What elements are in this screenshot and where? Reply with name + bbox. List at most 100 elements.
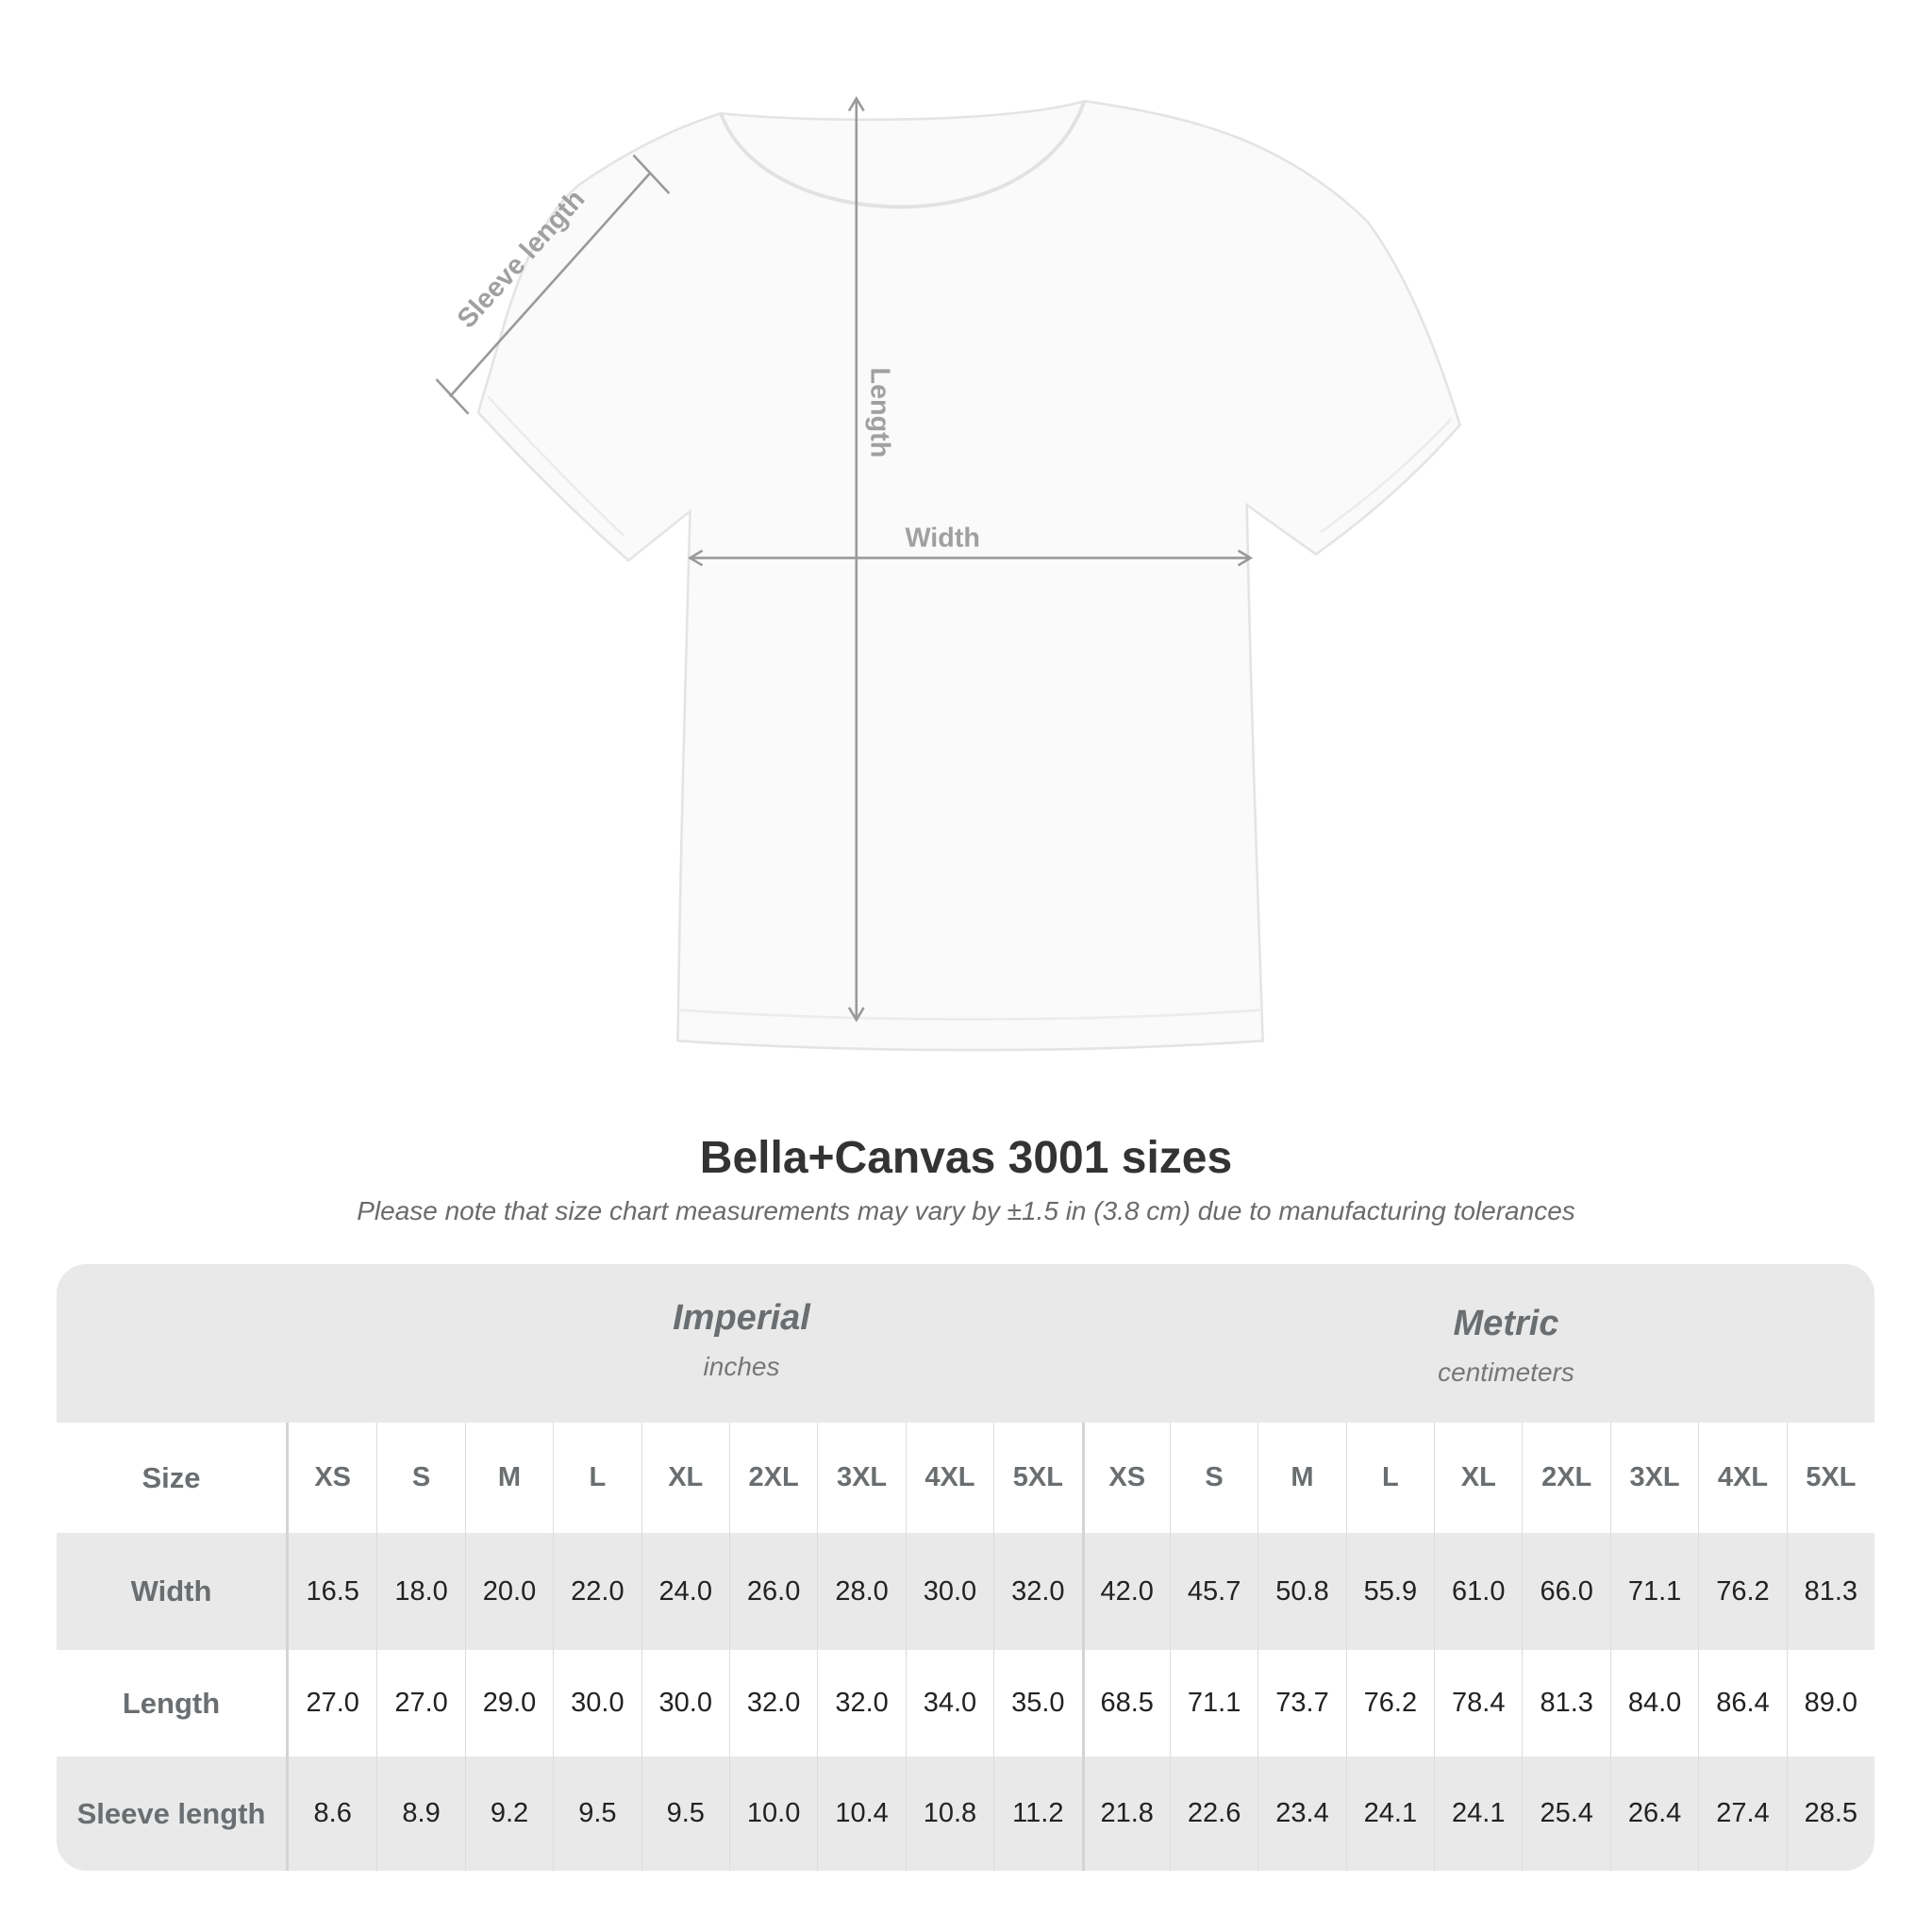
imperial-value-cell: 16.5 bbox=[306, 1575, 359, 1607]
metric-value-cell: 23.4 bbox=[1257, 1757, 1345, 1871]
metric-header: Metric centimeters bbox=[1138, 1304, 1874, 1388]
metric-value-cell: 45.7 bbox=[1169, 1533, 1257, 1650]
metric-value-cell: 55.9 bbox=[1345, 1533, 1434, 1650]
imperial-value-cell: 8.9 bbox=[376, 1757, 464, 1871]
imperial-value-cell: 26.0 bbox=[728, 1533, 817, 1650]
metric-value-cell: 76.2 bbox=[1698, 1533, 1786, 1650]
metric-value-cell: 76.2 bbox=[1345, 1650, 1434, 1757]
imperial-size-header: M bbox=[464, 1423, 553, 1533]
tshirt-diagram: Sleeve length Length Width bbox=[435, 95, 1462, 1052]
metric-value-cell: 24.1 bbox=[1434, 1757, 1522, 1871]
table-row: Sleeve length 8.6 8.9 9.2 9.5 9.5 10.0 10.4 10.8… bbox=[57, 1757, 1874, 1871]
imperial-size-header: 5XL bbox=[993, 1423, 1081, 1533]
metric-value-cell: 68.5 bbox=[1081, 1650, 1170, 1757]
table-row: Width 16.5 18.0 20.0 22.0 24.0 26.0 28.0 30.0 32.… bbox=[57, 1533, 1874, 1650]
sleeve-tick-low bbox=[435, 378, 470, 415]
imperial-value-cell: 10.4 bbox=[817, 1757, 905, 1871]
collar bbox=[719, 100, 1087, 209]
metric-value-cell: 81.3 bbox=[1786, 1533, 1874, 1650]
page-title: Bella+Canvas 3001 sizes bbox=[699, 1133, 1233, 1183]
sleeve-tick-high bbox=[632, 154, 671, 194]
metric-size-header: XS bbox=[1081, 1423, 1170, 1533]
sleeve-hem-left bbox=[487, 395, 625, 537]
row-label: Size bbox=[57, 1423, 289, 1533]
table-row: Length 27.0 27.0 29.0 30.0 30.0 32.0 32.0 34.0 35… bbox=[57, 1650, 1874, 1757]
metric-value-cell: 71.1 bbox=[1609, 1533, 1698, 1650]
size-table: Imperial inches Metric centimeters Size X… bbox=[57, 1264, 1874, 1871]
metric-value-cell: 73.7 bbox=[1257, 1650, 1345, 1757]
imperial-value-cell: 35.0 bbox=[993, 1650, 1081, 1757]
metric-size-header: M bbox=[1257, 1423, 1345, 1533]
imperial-value-cell: 9.2 bbox=[464, 1757, 553, 1871]
sleeve-hem-right bbox=[1320, 418, 1453, 534]
metric-value-cell: 66.0 bbox=[1522, 1533, 1609, 1650]
row-label: Length bbox=[57, 1650, 289, 1757]
metric-size-header: 2XL bbox=[1522, 1423, 1609, 1533]
imperial-value-cell: 9.5 bbox=[641, 1757, 729, 1871]
width-label: Width bbox=[905, 524, 979, 554]
length-arrowhead-top bbox=[847, 95, 865, 112]
imperial-value-cell: 29.0 bbox=[464, 1650, 553, 1757]
row-label: Sleeve length bbox=[57, 1757, 289, 1871]
length-arrowhead-bottom bbox=[847, 1007, 865, 1023]
metric-title: Metric bbox=[1453, 1304, 1559, 1343]
metric-value-cell: 28.5 bbox=[1786, 1757, 1874, 1871]
imperial-value-cell: 27.0 bbox=[376, 1650, 464, 1757]
imperial-size-header: S bbox=[376, 1423, 464, 1533]
imperial-value-cell: 11.2 bbox=[993, 1757, 1081, 1871]
imperial-size-header: 4XL bbox=[905, 1423, 993, 1533]
metric-value-cell: 86.4 bbox=[1698, 1650, 1786, 1757]
tshirt-shape bbox=[476, 99, 1462, 1052]
metric-size-header: L bbox=[1345, 1423, 1434, 1533]
metric-value-cell: 61.0 bbox=[1434, 1533, 1522, 1650]
metric-size-header: XL bbox=[1434, 1423, 1522, 1533]
bottom-hem bbox=[679, 1008, 1262, 1021]
imperial-value-cell: 32.0 bbox=[817, 1650, 905, 1757]
metric-value-cell: 26.4 bbox=[1609, 1757, 1698, 1871]
imperial-size-header: 2XL bbox=[728, 1423, 817, 1533]
imperial-value-cell: 8.6 bbox=[313, 1798, 352, 1828]
imperial-unit: inches bbox=[703, 1352, 780, 1381]
imperial-value-cell: 9.5 bbox=[553, 1757, 641, 1871]
imperial-value-cell: 30.0 bbox=[553, 1650, 641, 1757]
metric-value-cell: 71.1 bbox=[1169, 1650, 1257, 1757]
imperial-size-header: XS bbox=[314, 1462, 352, 1492]
metric-unit: centimeters bbox=[1438, 1357, 1574, 1387]
imperial-value-cell: 34.0 bbox=[905, 1650, 993, 1757]
metric-value-cell: 22.6 bbox=[1169, 1757, 1257, 1871]
metric-value-cell: 42.0 bbox=[1081, 1533, 1170, 1650]
imperial-value-cell: 32.0 bbox=[728, 1650, 817, 1757]
imperial-value-cell: 20.0 bbox=[464, 1533, 553, 1650]
length-label: Length bbox=[864, 368, 894, 458]
metric-size-header: 4XL bbox=[1698, 1423, 1786, 1533]
imperial-value-cell: 24.0 bbox=[641, 1533, 729, 1650]
imperial-size-header: L bbox=[553, 1423, 641, 1533]
metric-value-cell: 81.3 bbox=[1522, 1650, 1609, 1757]
imperial-value-cell: 32.0 bbox=[993, 1533, 1081, 1650]
imperial-value-cell: 10.8 bbox=[905, 1757, 993, 1871]
imperial-value-cell: 28.0 bbox=[817, 1533, 905, 1650]
sleeve-arrow bbox=[448, 171, 652, 398]
metric-value-cell: 78.4 bbox=[1434, 1650, 1522, 1757]
metric-value-cell: 25.4 bbox=[1522, 1757, 1609, 1871]
metric-value-cell: 27.4 bbox=[1698, 1757, 1786, 1871]
width-arrowhead-left bbox=[687, 549, 704, 567]
unit-header: Imperial inches Metric centimeters bbox=[57, 1264, 1874, 1423]
metric-value-cell: 84.0 bbox=[1609, 1650, 1698, 1757]
row-label: Width bbox=[57, 1533, 289, 1650]
metric-value-cell: 24.1 bbox=[1345, 1757, 1434, 1871]
imperial-header: Imperial inches bbox=[345, 1298, 1138, 1382]
metric-size-header: 5XL bbox=[1786, 1423, 1874, 1533]
width-arrowhead-right bbox=[1237, 549, 1254, 567]
metric-value-cell: 89.0 bbox=[1786, 1650, 1874, 1757]
imperial-size-header: XL bbox=[641, 1423, 729, 1533]
tolerance-note: Please note that size chart measurements… bbox=[357, 1196, 1575, 1225]
imperial-value-cell: 22.0 bbox=[553, 1533, 641, 1650]
imperial-value-cell: 18.0 bbox=[376, 1533, 464, 1650]
imperial-value-cell: 10.0 bbox=[728, 1757, 817, 1871]
metric-size-header: S bbox=[1169, 1423, 1257, 1533]
imperial-title: Imperial bbox=[673, 1298, 810, 1338]
metric-value-cell: 21.8 bbox=[1081, 1757, 1170, 1871]
imperial-value-cell: 30.0 bbox=[641, 1650, 729, 1757]
imperial-size-header: 3XL bbox=[817, 1423, 905, 1533]
